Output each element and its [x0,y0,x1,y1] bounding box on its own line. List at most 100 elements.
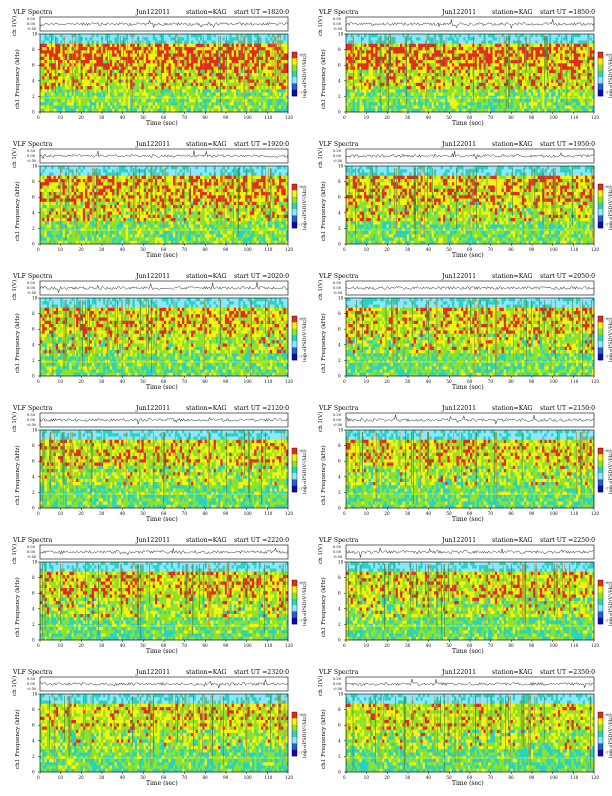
spectrogram-cell [114,99,117,103]
spectrogram-cell [49,34,52,38]
spectrogram-cell [78,60,81,64]
spectrogram-cell [49,37,52,41]
spectrogram-cell [99,86,102,90]
spectrogram-cell [54,86,57,90]
spectrogram-cell [110,86,113,90]
spectrogram-cell [60,99,63,103]
spectrogram-cell [114,54,117,58]
spectrogram-cell [108,99,111,103]
panel-header-start: start UT =1820:0 [234,9,289,16]
spectrogram-cell [96,106,99,110]
spectrogram-cell [96,63,99,67]
spectrogram-cell [83,73,86,77]
spectrogram-cell [63,76,66,80]
waveform-ylabel: ch 1(V) [11,16,18,36]
spectrogram-cell [58,70,61,74]
spectrogram-cell [85,96,88,100]
spectrogram-cell [72,57,75,61]
spectrogram-cell [69,54,72,58]
spectrogram-cell [117,67,120,71]
spectrogram-cell [47,34,50,38]
spectrogram-cell [117,83,120,87]
spectrogram-cell [47,67,50,71]
spectrogram-cell [69,44,72,48]
spectrogram-cell [54,50,57,54]
spectrogram-cell [56,86,59,90]
spectrogram-cell [78,67,81,71]
spectrogram-cell [117,37,120,41]
spectrogram-cell [94,80,97,84]
spectrogram-cell [114,86,117,90]
spectrogram-cell [112,73,115,77]
spectrogram-cell [114,63,117,67]
spectrogram-cell [47,80,50,84]
spectrogram-cell [87,70,90,74]
spectrogram-cell [90,93,93,97]
spectrogram-cell [45,37,48,41]
spectrogram-cell [58,47,61,51]
spectrogram-cell [103,83,106,87]
spectrogram-cell [90,96,93,100]
spectrogram-cell [81,93,84,97]
spectrogram-cell [58,83,61,87]
spectrogram-cell [60,57,63,61]
spectrogram-cell [90,102,93,106]
spectrogram-cell [114,80,117,84]
spectrogram-cell [49,76,52,80]
spectrogram-cell [121,83,124,87]
spectrogram-cell [58,34,61,38]
spectrogram-cell [108,106,111,110]
spectrogram-cell [65,102,68,106]
spectrogram-cell [99,63,102,67]
spectrogram-cell [47,47,50,51]
spectrogram-cell [103,63,106,67]
spectrogram-cell [94,50,97,54]
spectrogram-cell [58,67,61,71]
spectrogram-cell [94,106,97,110]
spectrogram-image [40,34,288,112]
spectrogram-cell [60,80,63,84]
spectrogram-cell [126,34,129,38]
spectrogram-cell [103,80,106,84]
spectrogram-cell [47,44,50,48]
spectrogram-cell [67,83,70,87]
spectrogram-cell [85,102,88,106]
spectrogram-cell [58,86,61,90]
spectrogram-cell [87,80,90,84]
spectrogram-cell [94,73,97,77]
spectrogram-cell [42,106,45,110]
spectrogram-cell [92,76,95,80]
spectrogram-cell [69,106,72,110]
spectrogram-cell [63,83,66,87]
spectrogram-cell [103,93,106,97]
spectrogram-cell [72,44,75,48]
spectrogram-cell [54,102,57,106]
spectrogram-cell [42,93,45,97]
spectrogram-cell [112,41,115,45]
spectrogram-cell [110,50,113,54]
spectrogram-cell [78,63,81,67]
spectrogram-cell [99,60,102,64]
spectrogram-cell [72,96,75,100]
spectrogram-cell [87,37,90,41]
spectrogram-cell [96,47,99,51]
spectrogram-cell [114,102,117,106]
spectrogram-cell [87,76,90,80]
panel-header-title: VLF Spectra [12,9,53,16]
spectrogram-cell [40,54,43,58]
spectrogram-cell [112,89,115,93]
spectrogram-cell [54,70,57,74]
spectrogram-cell [56,73,59,77]
spectrogram-cell [83,37,86,41]
spectrogram-cell [67,67,70,71]
spectrogram-cell [96,73,99,77]
spectrogram-cell [47,93,50,97]
spectrogram-cell [54,37,57,41]
spectrogram-cell [78,44,81,48]
spectrogram-cell [67,37,70,41]
spectrogram-cell [67,80,70,84]
spectrogram-cell [65,63,68,67]
spectrogram-cell [94,37,97,41]
spectrogram-cell [60,47,63,51]
spectrogram-cell [54,41,57,45]
